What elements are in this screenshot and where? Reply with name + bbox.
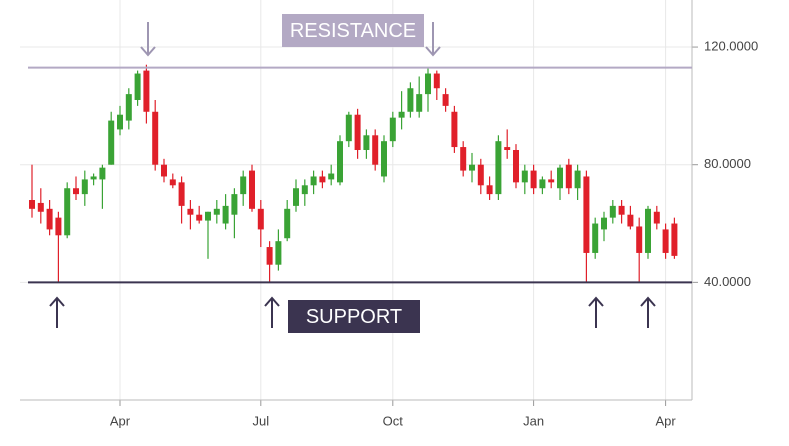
candle-body	[55, 217, 62, 236]
down-arrow	[140, 22, 156, 57]
x-tick-label: Apr	[110, 413, 131, 428]
candle-body	[81, 179, 88, 195]
candle-body	[284, 208, 291, 239]
candle-body	[301, 185, 308, 195]
candle-body	[240, 176, 247, 195]
y-tick-label: 120.0000	[704, 38, 758, 53]
candle-body	[363, 135, 370, 150]
y-tick-label: 80.0000	[704, 156, 751, 171]
candle-body	[117, 114, 123, 130]
candle-body	[337, 141, 343, 183]
candle-body	[398, 111, 405, 118]
candle-body	[372, 135, 379, 165]
candle-body	[46, 208, 53, 230]
candle-body	[354, 114, 361, 150]
candle-body	[275, 241, 282, 265]
arrows	[140, 22, 441, 57]
candle-body	[249, 170, 255, 209]
candle-body	[37, 202, 44, 212]
candle-body	[521, 170, 528, 183]
candle-body	[477, 164, 484, 186]
x-tick-label: Oct	[383, 413, 404, 428]
candle-body	[442, 94, 449, 106]
candle-body	[73, 188, 79, 195]
y-tick-label: 40.0000	[704, 274, 751, 289]
candle-body	[416, 94, 423, 112]
candle-body	[257, 208, 264, 230]
candle-body	[653, 211, 660, 224]
candle-body	[345, 114, 352, 142]
candle-body	[548, 179, 555, 183]
candle-body	[460, 147, 467, 171]
candle-body	[565, 164, 572, 189]
candle-body	[557, 167, 563, 189]
candle-body	[662, 229, 669, 253]
candle-body	[451, 111, 458, 148]
candle-body	[389, 117, 396, 142]
candle-body	[196, 214, 203, 221]
candle-body	[205, 211, 211, 221]
candle-body	[161, 164, 167, 177]
candle-body	[231, 194, 238, 215]
candle-body	[469, 164, 475, 171]
candle-body	[222, 205, 229, 224]
candle-body	[645, 208, 651, 253]
candle-body	[169, 179, 176, 186]
candle-body	[601, 217, 607, 230]
candle-body	[425, 73, 431, 95]
candle-body	[293, 188, 299, 206]
candle-body	[90, 176, 97, 180]
candle-body	[187, 208, 194, 215]
candle-body	[513, 150, 519, 183]
up-arrow	[264, 296, 280, 328]
annotation: SUPPORT	[288, 300, 420, 333]
candle-body	[266, 247, 273, 265]
arrows	[49, 296, 656, 328]
candle-body	[29, 200, 35, 209]
candle-body	[99, 167, 106, 180]
annotation-box	[288, 300, 420, 333]
candle-body	[574, 170, 581, 189]
candle-body	[328, 173, 335, 180]
candle-body	[381, 141, 387, 177]
candle-body	[143, 70, 150, 112]
candle-body	[152, 111, 159, 165]
candle-body	[213, 208, 220, 215]
annotation-box	[282, 14, 424, 47]
annotation-label: RESISTANCE	[290, 20, 416, 42]
candle-body	[433, 73, 440, 89]
up-arrow	[49, 296, 65, 328]
x-tick-label: Jul	[252, 413, 269, 428]
candle-body	[618, 205, 625, 215]
x-tick-label: Apr	[655, 413, 676, 428]
candle-body	[539, 179, 546, 189]
candle-body	[407, 88, 414, 112]
candle-body	[310, 176, 317, 186]
candle-body	[583, 176, 590, 253]
candle-body	[530, 170, 537, 189]
candle-body	[108, 120, 115, 165]
annotation-label: SUPPORT	[306, 306, 402, 328]
up-arrow	[640, 296, 656, 328]
candle-body	[134, 73, 141, 100]
candle-body	[636, 226, 643, 253]
candle-body	[178, 182, 185, 206]
down-arrow	[425, 22, 441, 57]
annotation: RESISTANCE	[282, 14, 424, 47]
candle-body	[64, 188, 71, 236]
candle-body	[504, 147, 511, 150]
candle-body	[495, 141, 502, 195]
candle-body	[627, 214, 634, 227]
candle-body	[671, 223, 678, 256]
candle-body	[319, 176, 326, 183]
candle-body	[125, 94, 132, 121]
candle-body	[486, 185, 493, 195]
candle-body	[609, 205, 616, 218]
x-tick-label: Jan	[523, 413, 544, 428]
up-arrow	[588, 296, 604, 328]
candle-body	[592, 223, 599, 253]
